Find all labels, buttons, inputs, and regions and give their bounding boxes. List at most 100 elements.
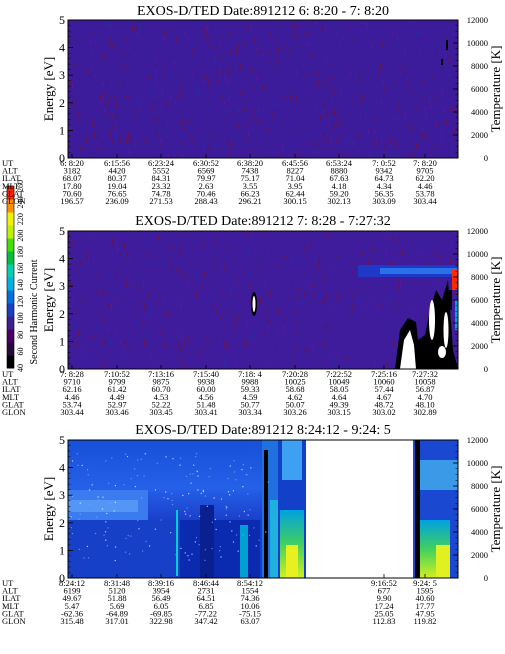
texture-mark xyxy=(220,43,221,47)
panel-3-data-block-right xyxy=(413,440,458,578)
texture-mark xyxy=(249,338,250,345)
ytick-label: 4 xyxy=(59,252,65,266)
texture-mark xyxy=(177,56,178,59)
texture-mark xyxy=(195,456,196,457)
texture-mark xyxy=(195,541,196,542)
colorbar-tick-label: 80 xyxy=(16,331,25,339)
texture-mark xyxy=(333,30,334,34)
y2tick-label: 8000 xyxy=(471,481,488,491)
texture-mark xyxy=(114,510,115,511)
texture-mark xyxy=(209,476,210,477)
texture-mark xyxy=(80,513,81,514)
texture-mark xyxy=(233,460,234,461)
y2tick-label: 0 xyxy=(484,364,488,374)
texture-mark xyxy=(367,22,368,28)
texture-mark xyxy=(260,297,261,303)
y2tick-label: 10000 xyxy=(467,249,488,259)
texture-mark xyxy=(105,540,106,541)
texture-mark xyxy=(85,246,86,250)
texture-mark xyxy=(142,550,143,551)
texture-mark xyxy=(103,359,104,365)
ephemeris-value: 296.21 xyxy=(238,196,261,206)
colorbar-tick-label: 180 xyxy=(16,246,25,258)
texture-mark xyxy=(186,507,187,508)
texture-mark xyxy=(141,459,142,460)
ephemeris-value: 303.44 xyxy=(413,196,437,206)
ephemeris-row-label: GLON xyxy=(2,196,26,206)
y2tick-label: 8000 xyxy=(471,61,488,71)
ephemeris-row-label: GLON xyxy=(2,407,26,417)
panel-1-title: EXOS-D/TED Date:891212 6: 8:20 - 7: 8:20 xyxy=(137,4,389,19)
texture-mark xyxy=(105,460,106,461)
texture-mark xyxy=(231,530,232,531)
texture-mark xyxy=(110,503,111,504)
texture-mark xyxy=(95,533,96,534)
texture-mark xyxy=(196,537,197,538)
texture-mark xyxy=(88,557,89,558)
texture-mark xyxy=(220,556,221,557)
panel-3-y2label: Temperature [K] xyxy=(488,466,503,553)
texture-mark xyxy=(374,69,375,75)
texture-mark xyxy=(124,51,125,54)
ephemeris-value: 347.42 xyxy=(194,616,217,626)
ephemeris-value: 303.26 xyxy=(283,407,306,417)
texture-mark xyxy=(88,474,89,475)
texture-mark xyxy=(150,308,151,315)
texture-mark xyxy=(198,475,199,476)
texture-mark xyxy=(234,471,235,472)
colorbar-tick-label: 200 xyxy=(16,230,25,242)
texture-mark xyxy=(107,527,108,528)
texture-mark xyxy=(220,546,221,547)
texture-mark xyxy=(172,500,173,501)
texture-mark xyxy=(331,146,332,153)
texture-mark xyxy=(229,521,230,522)
ytick-label: 2 xyxy=(59,96,65,110)
texture-mark xyxy=(141,497,142,498)
texture-mark xyxy=(180,458,181,459)
texture-mark xyxy=(206,335,207,341)
y2tick-label: 12000 xyxy=(467,435,488,445)
texture-mark xyxy=(256,256,257,259)
texture-mark xyxy=(155,489,156,490)
ytick-label: 1 xyxy=(59,543,65,557)
texture-mark xyxy=(157,463,158,464)
texture-mark xyxy=(392,30,393,34)
ytick-label: 4 xyxy=(59,41,65,55)
texture-mark xyxy=(265,531,266,532)
texture-mark xyxy=(246,474,247,475)
texture-mark xyxy=(115,485,116,486)
ephemeris-value: 303.09 xyxy=(372,196,395,206)
texture-mark xyxy=(111,457,112,458)
texture-mark xyxy=(127,456,128,457)
colorbar-tick-label: 40 xyxy=(16,364,25,372)
texture-mark xyxy=(71,97,72,104)
texture-mark xyxy=(102,508,103,509)
texture-mark xyxy=(70,516,71,517)
texture-mark xyxy=(193,465,194,466)
ytick-label: 3 xyxy=(59,68,65,82)
panel-1: EXOS-D/TED Date:891212 6: 8:20 - 7: 8:20… xyxy=(2,4,503,206)
ytick-label: 3 xyxy=(59,488,65,502)
texture-mark xyxy=(205,495,206,496)
texture-mark xyxy=(212,522,213,523)
texture-mark xyxy=(84,255,85,259)
panel-2-ylabel: Energy [eV] xyxy=(41,268,56,332)
ytick-label: 2 xyxy=(59,516,65,530)
texture-mark xyxy=(192,72,193,77)
texture-mark xyxy=(131,478,132,479)
texture-mark xyxy=(165,456,166,457)
texture-mark xyxy=(87,546,88,547)
texture-mark xyxy=(267,43,268,46)
ytick-label: 5 xyxy=(59,433,65,447)
texture-mark xyxy=(75,89,76,93)
texture-mark xyxy=(105,521,106,522)
texture-mark xyxy=(199,544,200,545)
texture-mark xyxy=(267,118,268,122)
texture-mark xyxy=(230,465,231,466)
texture-mark xyxy=(216,529,217,530)
texture-mark xyxy=(199,516,200,517)
texture-mark xyxy=(203,490,204,491)
texture-mark xyxy=(167,498,168,499)
texture-mark xyxy=(304,292,305,296)
texture-mark xyxy=(78,344,79,347)
